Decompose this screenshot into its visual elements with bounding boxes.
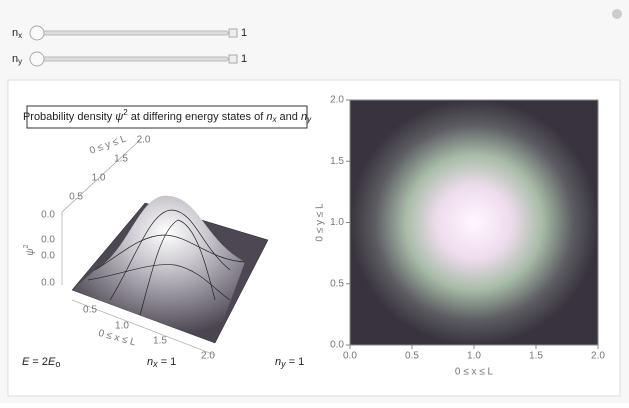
- y-tick-label: 0.5: [330, 278, 344, 289]
- ny-label: ny = 1: [275, 356, 304, 369]
- y-tick-label: 2.0: [330, 95, 344, 106]
- z-axis-label-sup: 2: [23, 244, 30, 248]
- plot-title-part: ψ: [115, 111, 123, 123]
- increment-button[interactable]: [228, 54, 238, 64]
- control-label-base: n: [12, 27, 18, 39]
- x-tick-label: 0.0: [343, 351, 357, 362]
- ny-label-part: = 1: [286, 356, 305, 368]
- slider-thumb[interactable]: [29, 25, 45, 41]
- slider-track[interactable]: [29, 56, 229, 62]
- ny-label-part: y: [280, 359, 286, 369]
- plot-title-part: x: [271, 115, 277, 124]
- plot-title-part: Probability density: [23, 111, 115, 123]
- x-tick-label: 1.0: [467, 351, 481, 362]
- x-tick-label: 0.5: [405, 351, 419, 362]
- plot-title-part: n: [266, 111, 272, 123]
- z-tick-label: 0.0: [41, 251, 55, 262]
- nx-label: nx = 1: [147, 356, 176, 369]
- nx-label-part: n: [147, 356, 153, 368]
- z-tick-label: 0.0: [41, 278, 55, 289]
- plot-title: Probability density ψ2 at differing ener…: [23, 108, 312, 124]
- control-label-base: n: [12, 53, 18, 65]
- title-box: [26, 105, 308, 129]
- increment-button[interactable]: [228, 28, 238, 38]
- control-value: 1: [241, 53, 247, 65]
- nx-label-part: = 1: [158, 356, 177, 368]
- x-tick-label: 0.5: [83, 305, 97, 316]
- x-tick-label: 2.0: [201, 351, 215, 362]
- energy-label-part: o: [55, 359, 60, 369]
- control-label-sub: x: [18, 31, 22, 40]
- energy-label: E = 2Eo: [22, 356, 60, 369]
- slider-thumb[interactable]: [29, 51, 45, 67]
- z-axis-label: ψ2: [23, 244, 36, 255]
- y-tick-label: 1.0: [330, 217, 344, 228]
- energy-label-part: E: [22, 356, 30, 368]
- x-axis-label: 0 ≤ x ≤ L: [455, 367, 494, 378]
- y-tick-label: 0.5: [69, 192, 83, 203]
- density-peak: [350, 100, 598, 345]
- energy-label-part: = 2: [29, 356, 48, 368]
- slider-track[interactable]: [29, 30, 229, 36]
- x-tick-label: 2.0: [591, 351, 605, 362]
- options-button[interactable]: [612, 9, 622, 19]
- x-tick-label: 1.5: [153, 336, 167, 347]
- y-tick-label: 1.5: [330, 156, 344, 167]
- control-label: nx: [12, 27, 22, 40]
- control-label: ny: [12, 53, 22, 66]
- y-tick-label: 2.0: [137, 135, 151, 146]
- axes-3d: [61, 139, 216, 356]
- z-tick-label: 0.0: [41, 235, 55, 246]
- y-tick-label: 0.0: [330, 340, 344, 351]
- energy-label-part: E: [48, 356, 56, 368]
- plot-title-part: 2: [123, 108, 128, 117]
- z-tick-label: 0.0: [41, 210, 55, 221]
- y-tick-label: 1.0: [92, 173, 106, 184]
- plot-title-part: y: [306, 115, 312, 124]
- control-label-sub: y: [18, 57, 22, 66]
- y-tick-label: 1.5: [114, 154, 128, 165]
- plot-title-part: n: [301, 111, 307, 123]
- x-tick-label: 1.5: [529, 351, 543, 362]
- ny-label-part: n: [275, 356, 281, 368]
- x-tick-label: 1.0: [115, 321, 129, 332]
- surface: [72, 195, 245, 343]
- z-axis-label-base: ψ: [25, 248, 36, 256]
- control-value: 1: [241, 27, 247, 39]
- y-axis-label: 0 ≤ y ≤ L: [315, 203, 326, 242]
- plot-title-part: at differing energy states of: [128, 111, 267, 123]
- surface-mesh: [87, 209, 246, 316]
- plot-title-part: and: [276, 111, 300, 123]
- nx-label-part: x: [152, 359, 158, 369]
